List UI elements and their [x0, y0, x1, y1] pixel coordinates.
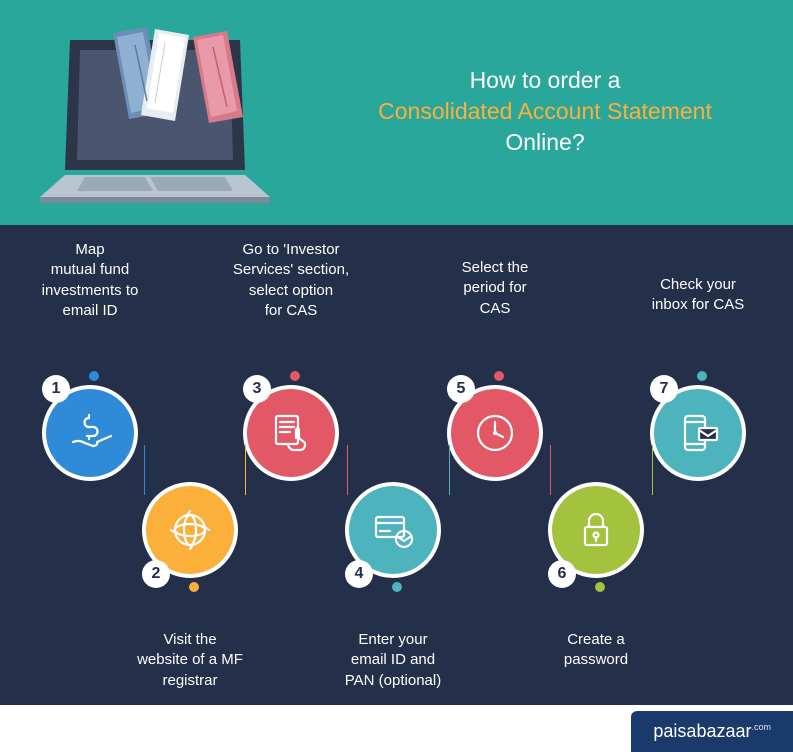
step-text-3: Go to 'InvestorServices' section,select …: [231, 240, 351, 321]
title-block: How to order a Consolidated Account Stat…: [355, 65, 735, 158]
steps-body: Mapmutual fundinvestments toemail ID 1 V…: [0, 225, 793, 705]
title-line-3: Online?: [355, 127, 735, 158]
infographic-container: How to order a Consolidated Account Stat…: [0, 0, 793, 752]
step-text-1: Mapmutual fundinvestments toemail ID: [30, 240, 150, 321]
step-circle-6: 6: [548, 482, 644, 578]
connector: [550, 445, 552, 495]
laptop-illustration: [35, 25, 295, 210]
title-line-1: How to order a: [355, 65, 735, 96]
brand-suffix: .com: [751, 722, 771, 732]
step-circle-3: 3: [243, 385, 339, 481]
header: How to order a Consolidated Account Stat…: [0, 0, 793, 225]
step-circle-7: 7: [650, 385, 746, 481]
title-highlight: Consolidated Account Statement: [355, 96, 735, 127]
step-text-5: Select theperiod forCAS: [435, 258, 555, 319]
brand-name: paisabazaar: [653, 721, 751, 741]
step-circle-2: 2: [142, 482, 238, 578]
connector: [347, 445, 349, 495]
connector: [144, 445, 146, 495]
connector: [449, 445, 451, 495]
step-text-4: Enter youremail ID andPAN (optional): [333, 630, 453, 691]
step-circle-5: 5: [447, 385, 543, 481]
connector: [245, 445, 247, 495]
step-text-2: Visit thewebsite of a MFregistrar: [130, 630, 250, 691]
step-text-7: Check yourinbox for CAS: [638, 275, 758, 316]
brand-tab: paisabazaar.com: [631, 711, 793, 752]
step-circle-4: 4: [345, 482, 441, 578]
step-circle-1: 1: [42, 385, 138, 481]
connector: [652, 445, 654, 495]
step-text-6: Create apassword: [536, 630, 656, 671]
footer: paisabazaar.com: [0, 705, 793, 752]
